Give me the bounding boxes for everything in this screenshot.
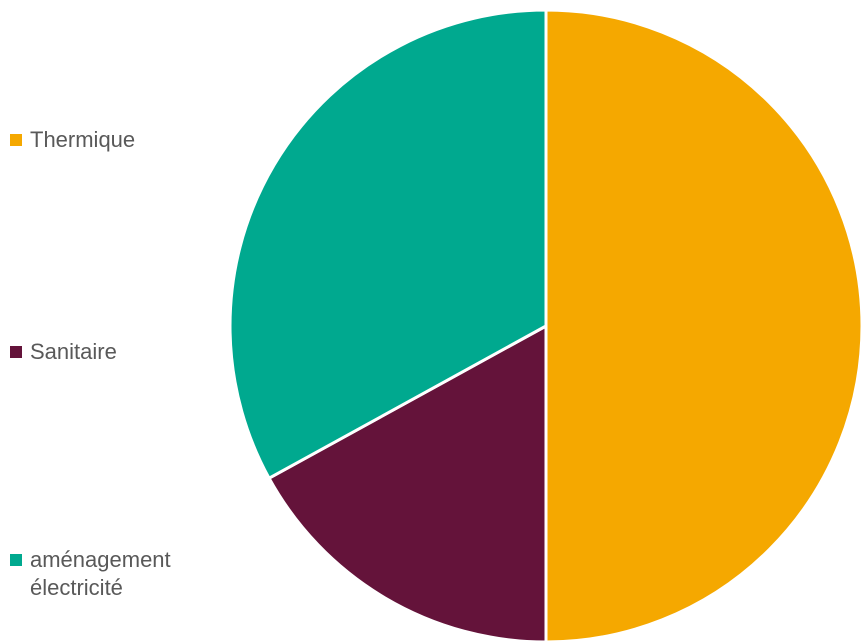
legend-swatch-sanitaire — [10, 346, 22, 358]
pie-slice-thermique — [544, 8, 861, 642]
legend-swatch-amenagement-electricite — [10, 554, 22, 566]
legend-label-thermique: Thermique — [30, 127, 136, 152]
pie-slice-sanitaire — [267, 324, 548, 642]
legend-item-amenagement-electricite: aménagement électricité — [10, 546, 171, 602]
legend-item-sanitaire: Sanitaire — [10, 338, 117, 366]
legend-label-amenagement-electricite: aménagement électricité — [30, 547, 171, 600]
legend-swatch-thermique — [10, 134, 22, 146]
legend-label-sanitaire: Sanitaire — [30, 339, 117, 364]
legend-item-thermique: Thermique — [10, 126, 135, 154]
pie-slice-amenagement-electricite — [228, 8, 548, 480]
